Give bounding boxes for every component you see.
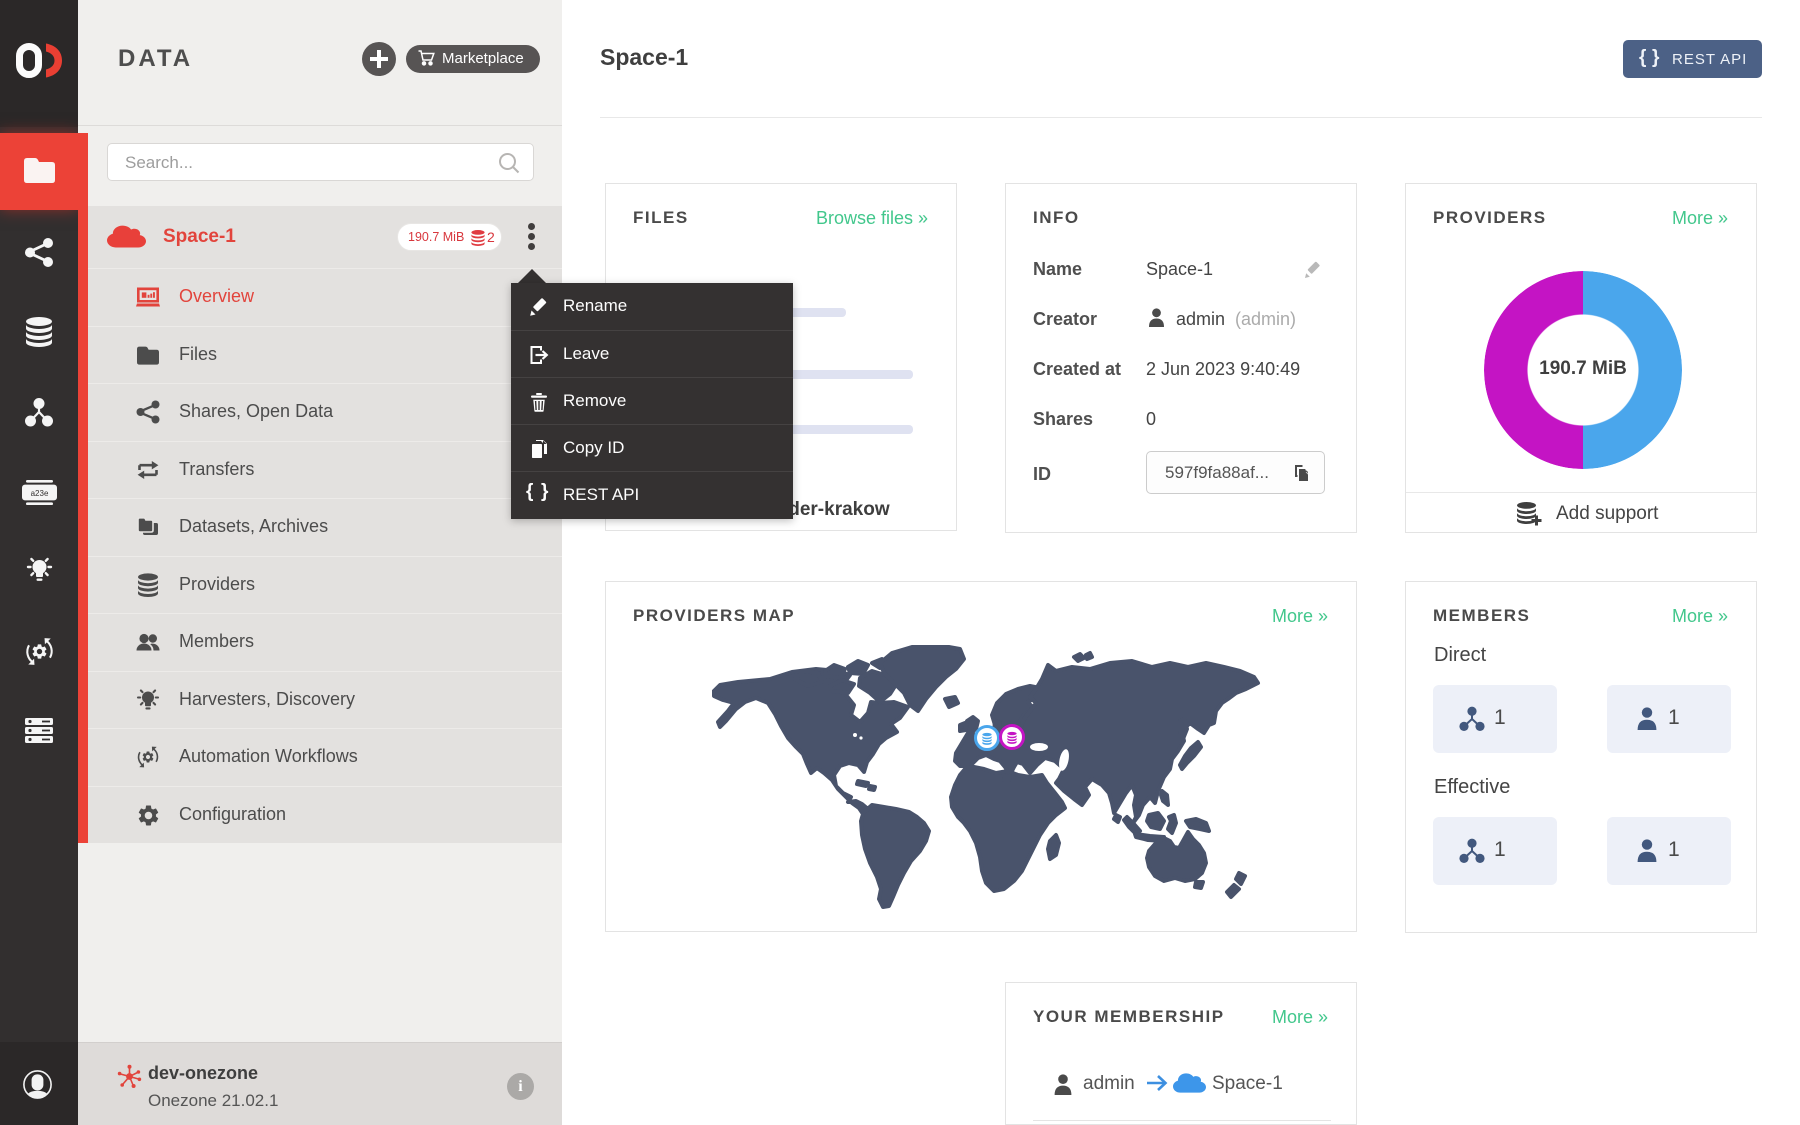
svg-text:a23e: a23e	[31, 489, 49, 498]
